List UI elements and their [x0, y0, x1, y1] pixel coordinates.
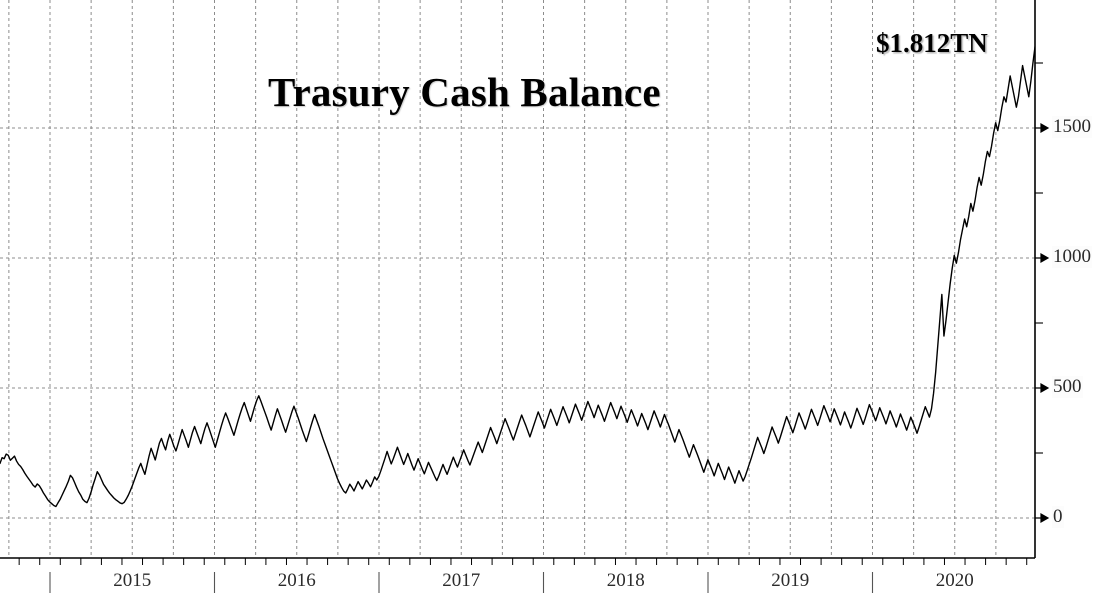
annotation-peak-value: $1.812TN	[876, 28, 988, 58]
horizontal-gridlines	[0, 127, 1035, 519]
x-axis-label-2020: 2020	[935, 570, 974, 591]
y-axis-tick-major	[1035, 382, 1050, 394]
y-axis-label-500: 500	[1052, 376, 1083, 398]
x-axis-label-2016: 2016	[277, 570, 316, 591]
y-axis-ticks	[1035, 62, 1050, 524]
y-axis-tick-major	[1035, 512, 1050, 524]
y-axis-label-1500: 1500	[1052, 116, 1092, 138]
series-line-treasury-cash-balance	[0, 46, 1035, 508]
year-separator-marks	[49, 572, 874, 593]
y-axis-tick-major	[1035, 122, 1050, 134]
x-axis-label-2015: 2015	[113, 570, 152, 591]
x-axis-ticks	[18, 558, 1028, 565]
y-axis-label-0: 0	[1052, 506, 1064, 528]
x-axis-label-2018: 2018	[606, 570, 645, 591]
x-axis-label-2019: 2019	[771, 570, 810, 591]
y-axis-tick-major	[1035, 252, 1050, 264]
y-axis-label-1000: 1000	[1052, 246, 1092, 268]
page-title: Trasury Cash Balance	[268, 69, 661, 115]
x-axis-label-2017: 2017	[442, 570, 481, 591]
